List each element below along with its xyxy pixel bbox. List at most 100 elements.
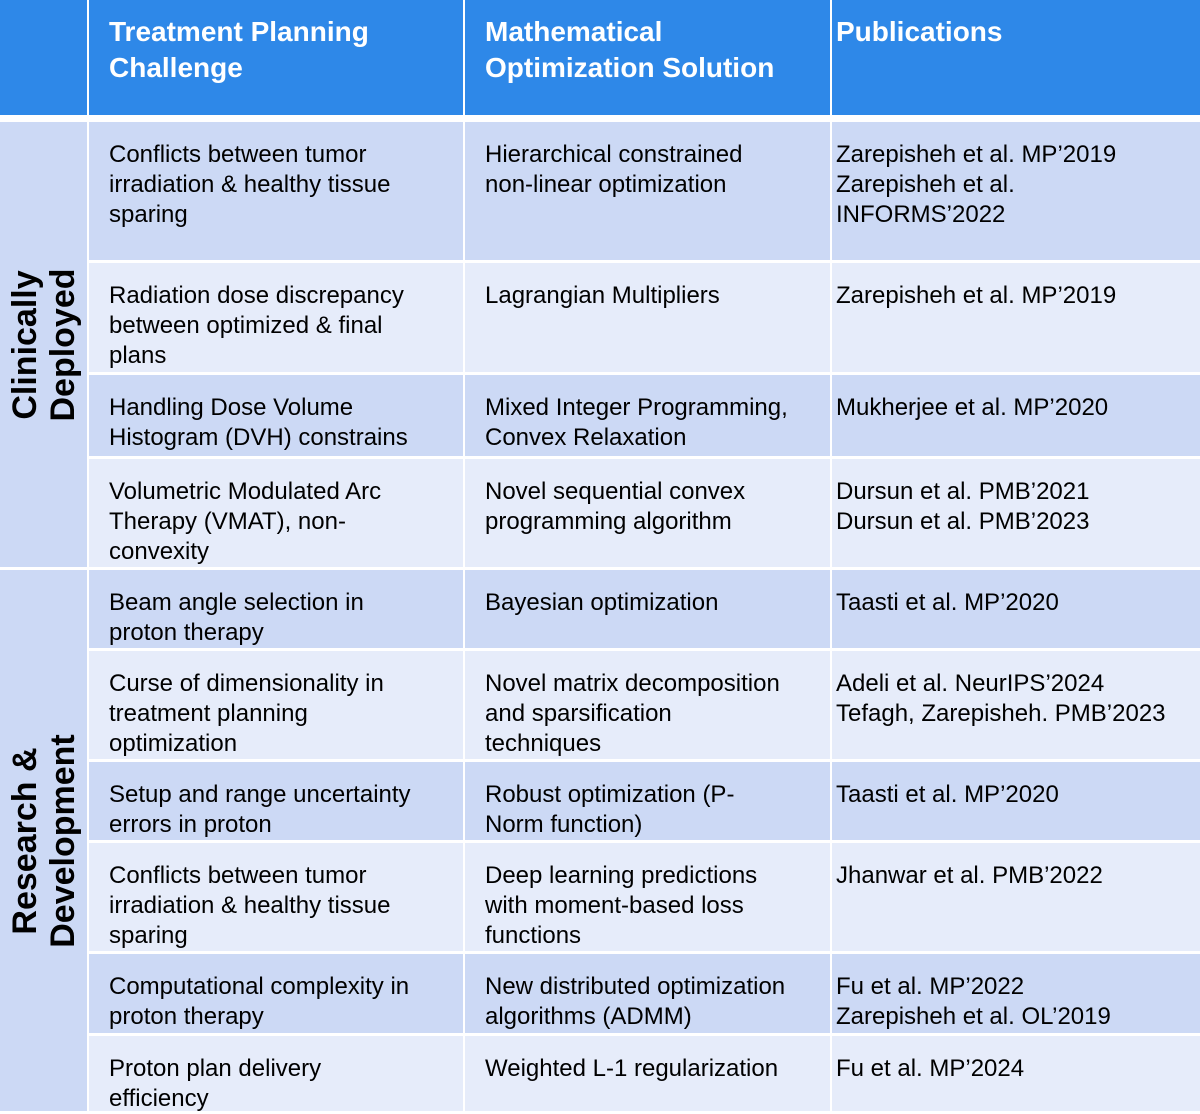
- solution-line: Novel matrix decomposition: [485, 670, 780, 697]
- header-corner: [0, 0, 87, 115]
- publication-line: Adeli et al. NeurIPS’2024: [836, 670, 1105, 697]
- challenge-line: errors in proton: [109, 811, 272, 838]
- challenge-line: irradiation & healthy tissue: [109, 892, 391, 919]
- challenge-line: Setup and range uncertainty: [109, 781, 411, 808]
- header-publications: Publications: [832, 0, 1200, 115]
- challenge-line: sparing: [109, 922, 188, 949]
- publication-line: INFORMS’2022: [836, 201, 1006, 228]
- solution-line: with moment-based loss: [485, 892, 744, 919]
- challenge-line: irradiation & healthy tissue: [109, 171, 391, 198]
- group-label: Research & Development: [6, 734, 82, 948]
- challenge-line: Beam angle selection in: [109, 589, 364, 616]
- challenge-line: Computational complexity in: [109, 973, 410, 1000]
- solution-cell: Mixed Integer Programming, Convex Relaxat…: [465, 375, 830, 456]
- header-challenge-line: Treatment Planning: [109, 16, 369, 47]
- challenge-line: treatment planning: [109, 700, 308, 727]
- solution-cell: Weighted L-1 regularization: [465, 1036, 830, 1111]
- publications-cell: Taasti et al. MP’2020: [832, 570, 1200, 648]
- challenge-line: plans: [109, 342, 167, 369]
- group-label: Clinically Deployed: [6, 268, 82, 421]
- solution-line: and sparsification: [485, 700, 672, 727]
- publications-cell: Mukherjee et al. MP’2020: [832, 375, 1200, 456]
- publication-line: Zarepisheh et al. MP’2019: [836, 141, 1117, 168]
- solution-cell: Robust optimization (P- Norm function): [465, 762, 830, 840]
- challenge-line: proton therapy: [109, 1003, 264, 1030]
- solution-line: New distributed optimization: [485, 973, 786, 1000]
- solution-cell: New distributed optimization algorithms (…: [465, 954, 830, 1033]
- solution-line: Norm function): [485, 811, 643, 838]
- challenge-line: Volumetric Modulated Arc: [109, 478, 382, 505]
- header-solution: Mathematical Optimization Solution: [465, 0, 830, 115]
- publication-line: Fu et al. MP’2024: [836, 1055, 1025, 1082]
- challenge-cell: Computational complexity in proton therap…: [89, 954, 463, 1033]
- solution-cell: Hierarchical constrained non-linear optim…: [465, 122, 830, 260]
- publication-line: Dursun et al. PMB’2023: [836, 508, 1090, 535]
- challenge-line: Proton plan delivery: [109, 1055, 322, 1082]
- challenge-cell: Conflicts between tumor irradiation & hea…: [89, 843, 463, 951]
- solution-line: Robust optimization (P-: [485, 781, 735, 808]
- publications-cell: Fu et al. MP’2024: [832, 1036, 1200, 1111]
- challenge-cell: Conflicts between tumor irradiation & hea…: [89, 122, 463, 260]
- publications-cell: Jhanwar et al. PMB’2022: [832, 843, 1200, 951]
- solution-line: programming algorithm: [485, 508, 732, 535]
- solution-line: Weighted L-1 regularization: [485, 1055, 779, 1082]
- solution-cell: Novel sequential convex programming algor…: [465, 459, 830, 567]
- publication-line: Tefagh, Zarepisheh. PMB’2023: [836, 700, 1166, 727]
- publications-cell: Fu et al. MP’2022 Zarepisheh et al. OL’20…: [832, 954, 1200, 1033]
- challenge-line: proton therapy: [109, 619, 264, 646]
- publication-line: Zarepisheh et al. MP’2019: [836, 282, 1117, 309]
- solution-cell: Lagrangian Multipliers: [465, 263, 830, 372]
- solution-line: Bayesian optimization: [485, 589, 719, 616]
- challenge-cell: Volumetric Modulated Arc Therapy (VMAT), …: [89, 459, 463, 567]
- challenge-line: sparing: [109, 201, 188, 228]
- publication-line: Zarepisheh et al. OL’2019: [836, 1003, 1111, 1030]
- challenge-line: Conflicts between tumor: [109, 141, 367, 168]
- header-solution-line: Optimization Solution: [485, 52, 775, 83]
- header-challenge-line: Challenge: [109, 52, 243, 83]
- publication-line: Taasti et al. MP’2020: [836, 589, 1059, 616]
- challenge-line: Conflicts between tumor: [109, 862, 367, 889]
- challenge-line: efficiency: [109, 1085, 209, 1112]
- challenge-line: convexity: [109, 538, 210, 565]
- challenge-cell: Handling Dose Volume Histogram (DVH) cons…: [89, 375, 463, 456]
- challenge-line: Histogram (DVH) constrains: [109, 424, 408, 451]
- publication-line: Fu et al. MP’2022: [836, 973, 1025, 1000]
- solution-line: Convex Relaxation: [485, 424, 687, 451]
- solution-line: Hierarchical constrained: [485, 141, 743, 168]
- solution-cell: Deep learning predictions with moment-bas…: [465, 843, 830, 951]
- challenge-cell: Beam angle selection in proton therapy: [89, 570, 463, 648]
- group-label-line: Development: [43, 733, 82, 948]
- header-solution-line: Mathematical: [485, 16, 663, 47]
- header-challenge: Treatment Planning Challenge: [89, 0, 463, 115]
- challenge-line: Curse of dimensionality in: [109, 670, 384, 697]
- group-label-line: Research &: [5, 746, 44, 935]
- challenge-cell: Setup and range uncertainty errors in pro…: [89, 762, 463, 840]
- solution-line: functions: [485, 922, 582, 949]
- publication-line: Mukherjee et al. MP’2020: [836, 394, 1109, 421]
- publications-cell: Taasti et al. MP’2020: [832, 762, 1200, 840]
- publication-line: Zarepisheh et al.: [836, 171, 1015, 198]
- publications-cell: Zarepisheh et al. MP’2019: [832, 263, 1200, 372]
- solution-line: Lagrangian Multipliers: [485, 282, 720, 309]
- solution-line: Novel sequential convex: [485, 478, 746, 505]
- solution-cell: Bayesian optimization: [465, 570, 830, 648]
- challenge-cell: Proton plan delivery efficiency: [89, 1036, 463, 1112]
- group-cell: Clinically Deployed: [0, 122, 87, 567]
- publications-cell: Adeli et al. NeurIPS’2024 Tefagh, Zarepis…: [832, 651, 1200, 759]
- challenge-line: Radiation dose discrepancy: [109, 282, 404, 309]
- solution-cell: Novel matrix decomposition and sparsifica…: [465, 651, 830, 759]
- publication-line: Jhanwar et al. PMB’2022: [836, 862, 1103, 889]
- solution-line: Mixed Integer Programming,: [485, 394, 788, 421]
- challenge-line: Therapy (VMAT), non-: [109, 508, 346, 535]
- publications-cell: Dursun et al. PMB’2021 Dursun et al. PMB’…: [832, 459, 1200, 567]
- group-label-line: Deployed: [43, 267, 82, 422]
- publication-line: Dursun et al. PMB’2021: [836, 478, 1090, 505]
- challenge-cell: Radiation dose discrepancy between optimi…: [89, 263, 463, 372]
- header-publications-line: Publications: [836, 16, 1003, 47]
- solution-line: techniques: [485, 730, 602, 757]
- solution-line: non-linear optimization: [485, 171, 727, 198]
- publication-line: Taasti et al. MP’2020: [836, 781, 1059, 808]
- group-cell: Research & Development: [0, 570, 87, 1111]
- challenge-line: between optimized & final: [109, 312, 383, 339]
